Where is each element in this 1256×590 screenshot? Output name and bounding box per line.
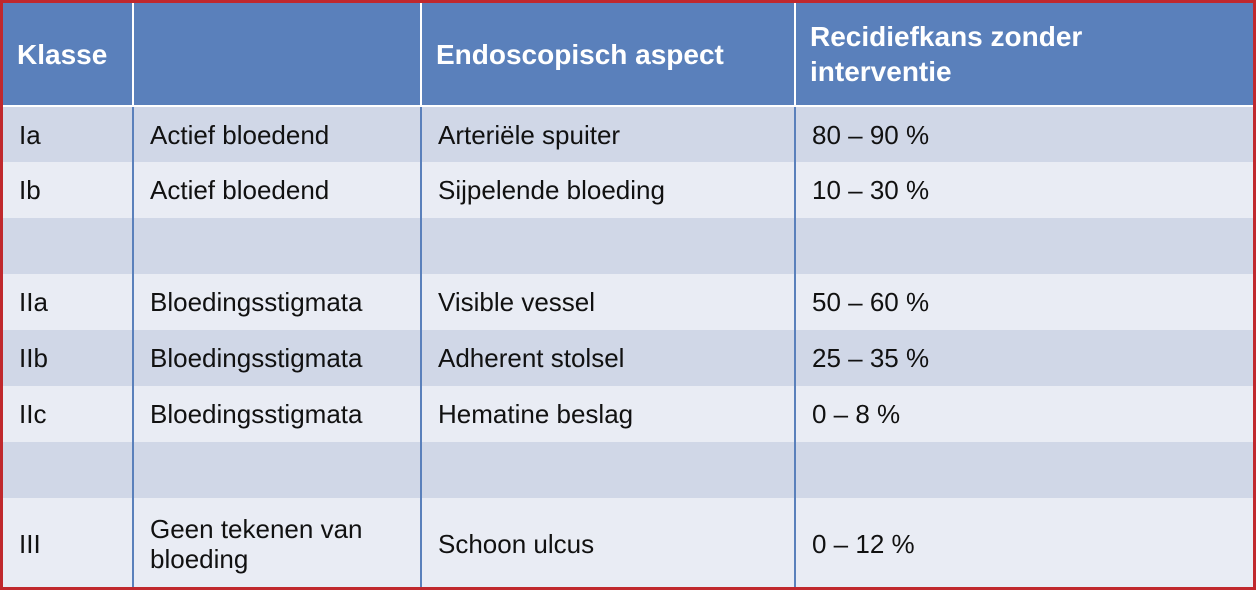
table-spacer-row	[3, 442, 1253, 498]
cell-status: Geen tekenen van bloeding	[132, 498, 421, 587]
cell-klasse	[3, 442, 133, 498]
table-row: IIc Bloedingsstigmata Hematine beslag 0 …	[3, 386, 1253, 442]
forrest-classification-table: Klasse Endoscopisch aspect Recidiefkans …	[3, 3, 1253, 587]
cell-status: Bloedingsstigmata	[132, 330, 421, 386]
cell-klasse	[3, 218, 133, 274]
cell-recidiefkans: 10 – 30 %	[794, 162, 1253, 218]
table-row: Ia Actief bloedend Arteriële spuiter 80 …	[3, 106, 1253, 162]
cell-aspect	[420, 218, 795, 274]
header-klasse: Klasse	[3, 3, 133, 107]
cell-recidiefkans: 0 – 8 %	[794, 386, 1253, 442]
header-blank	[132, 3, 421, 107]
cell-recidiefkans: 0 – 12 %	[794, 498, 1253, 587]
cell-status	[132, 442, 421, 498]
cell-klasse: IIb	[3, 330, 133, 386]
cell-recidiefkans	[794, 442, 1253, 498]
cell-klasse: Ib	[3, 162, 133, 218]
table-row: Ib Actief bloedend Sijpelende bloeding 1…	[3, 162, 1253, 218]
table-spacer-row	[3, 218, 1253, 274]
cell-recidiefkans	[794, 218, 1253, 274]
cell-aspect	[420, 442, 795, 498]
cell-recidiefkans: 50 – 60 %	[794, 274, 1253, 330]
cell-aspect: Schoon ulcus	[420, 498, 795, 587]
cell-aspect: Arteriële spuiter	[420, 106, 795, 162]
table-header-row: Klasse Endoscopisch aspect Recidiefkans …	[3, 3, 1253, 107]
cell-status: Actief bloedend	[132, 106, 421, 162]
cell-recidiefkans: 25 – 35 %	[794, 330, 1253, 386]
cell-klasse: III	[3, 498, 133, 587]
cell-status	[132, 218, 421, 274]
cell-klasse: Ia	[3, 106, 133, 162]
cell-aspect: Visible vessel	[420, 274, 795, 330]
table-row: IIb Bloedingsstigmata Adherent stolsel 2…	[3, 330, 1253, 386]
cell-status: Bloedingsstigmata	[132, 274, 421, 330]
header-recidiefkans: Recidiefkans zonder interventie	[794, 3, 1253, 107]
cell-aspect: Adherent stolsel	[420, 330, 795, 386]
table-row: IIa Bloedingsstigmata Visible vessel 50 …	[3, 274, 1253, 330]
cell-recidiefkans: 80 – 90 %	[794, 106, 1253, 162]
cell-klasse: IIa	[3, 274, 133, 330]
cell-aspect: Sijpelende bloeding	[420, 162, 795, 218]
table-row: III Geen tekenen van bloeding Schoon ulc…	[3, 498, 1253, 587]
cell-status: Bloedingsstigmata	[132, 386, 421, 442]
cell-aspect: Hematine beslag	[420, 386, 795, 442]
cell-status: Actief bloedend	[132, 162, 421, 218]
cell-klasse: IIc	[3, 386, 133, 442]
header-endoscopisch-aspect: Endoscopisch aspect	[420, 3, 795, 107]
